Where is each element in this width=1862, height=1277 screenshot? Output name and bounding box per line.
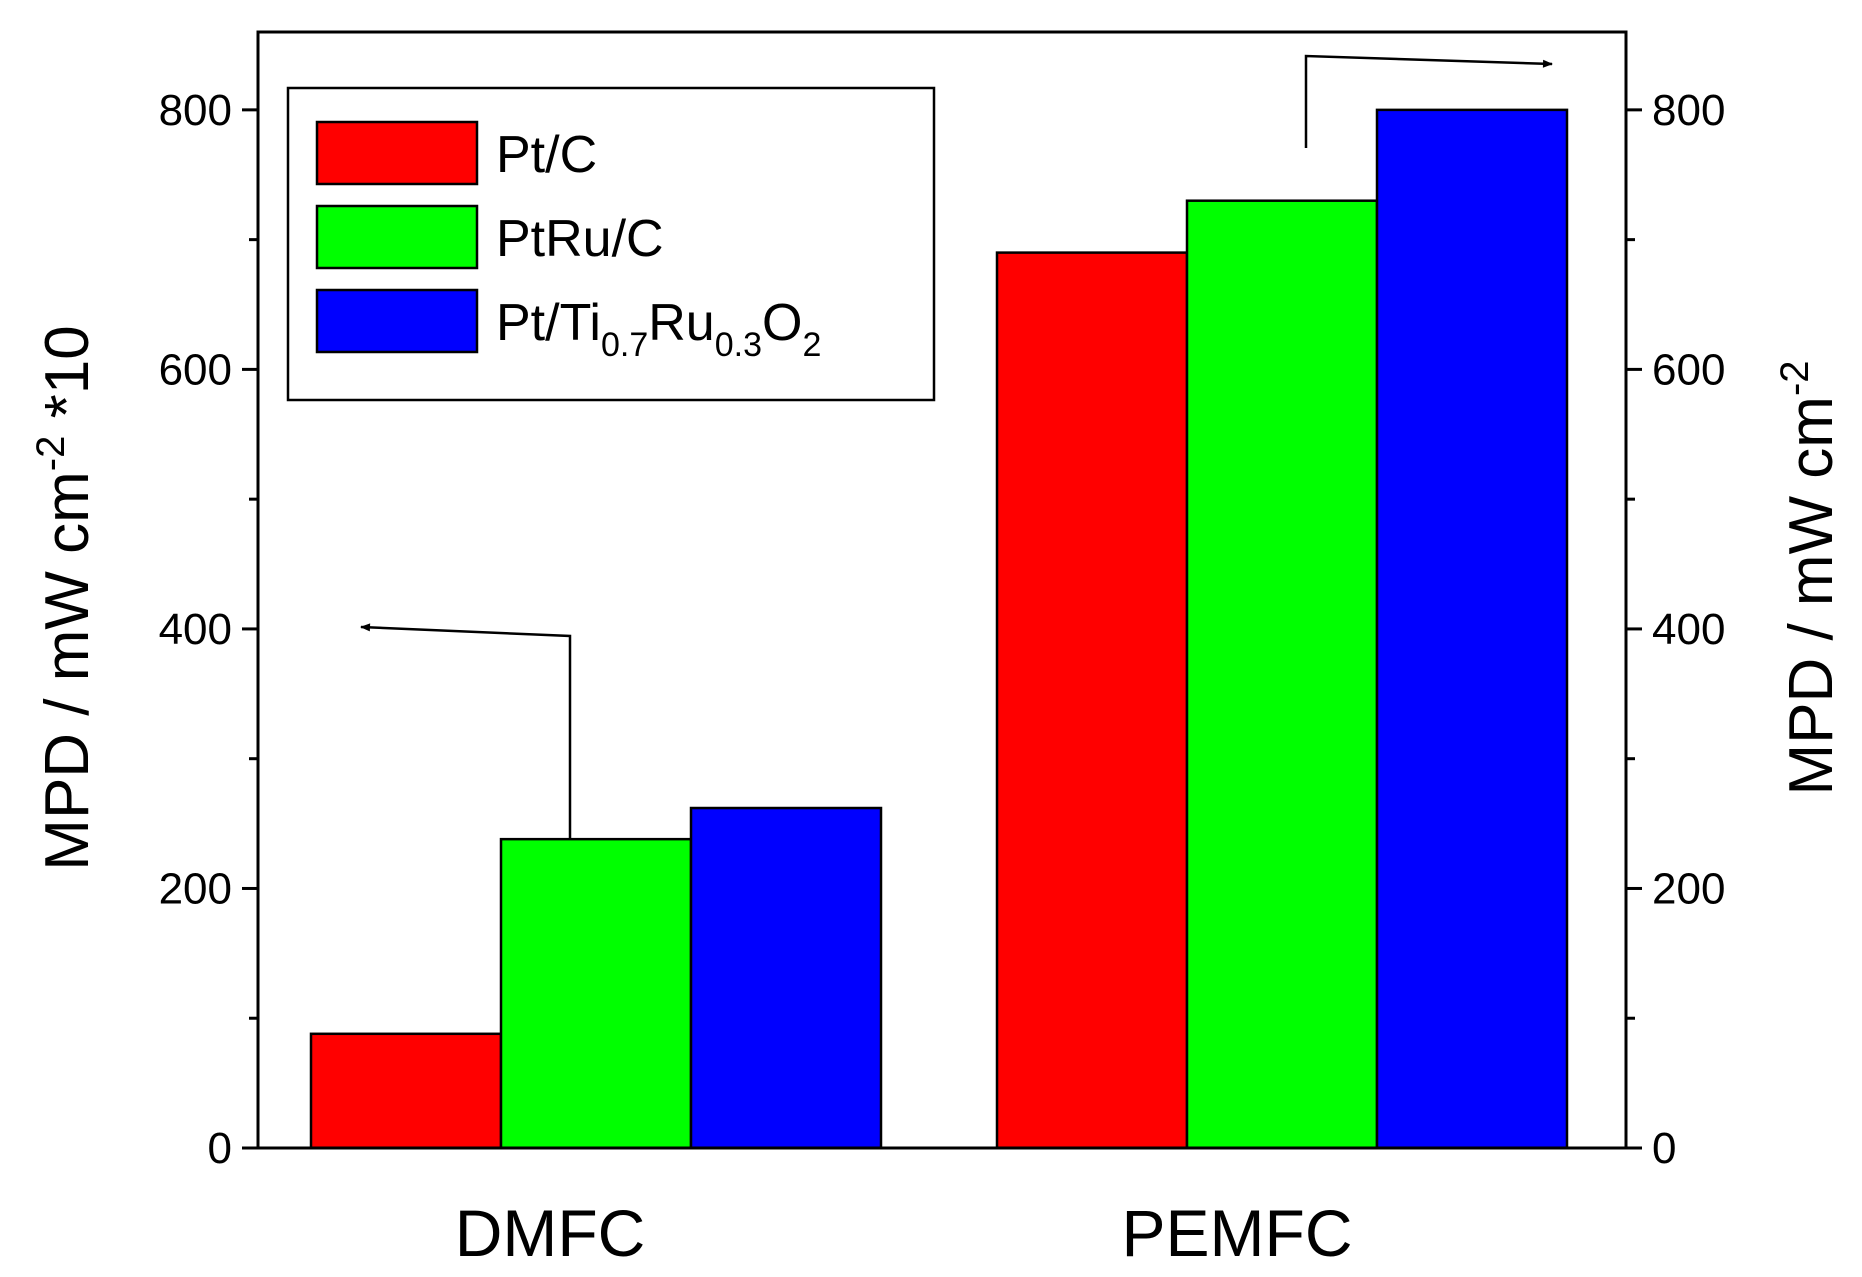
right-tick-label: 0	[1652, 1124, 1676, 1173]
plot-frame	[256, 30, 1628, 1150]
left-tick-label: 600	[159, 345, 232, 394]
legend-swatch-3	[315, 288, 479, 354]
right-tick-label: 800	[1652, 86, 1725, 135]
bar-dmfc-2	[499, 837, 693, 1150]
left-tick-label: 800	[159, 86, 232, 135]
right-tick-label: 600	[1652, 345, 1725, 394]
bars-layer	[309, 108, 1569, 1150]
annotations-layer	[360, 54, 1553, 840]
bar-dmfc-3	[689, 806, 883, 1150]
right-axis-arrow	[1304, 54, 1553, 148]
right-tick-label: 200	[1652, 864, 1725, 913]
left-tick-label: 0	[208, 1124, 232, 1173]
bar-pemfc-1	[995, 251, 1189, 1150]
left-axis-arrow	[360, 623, 572, 840]
bar-pemfc-2	[1185, 199, 1379, 1150]
left-tick-label: 400	[159, 605, 232, 654]
bar-pemfc-3	[1375, 108, 1569, 1150]
legend-label-1: Pt/C	[496, 126, 597, 184]
legend-swatch-2	[315, 204, 479, 270]
bar-dmfc-1	[309, 1032, 503, 1150]
right-tick-label: 400	[1652, 605, 1725, 654]
y-axis-right-title: MPD / mW cm-2	[1773, 360, 1846, 795]
category-label-pemfc: PEMFC	[1122, 1196, 1353, 1270]
legend-label-2: PtRu/C	[496, 210, 664, 268]
legend: Pt/C PtRu/C Pt/Ti0.7Ru0.3O2	[286, 86, 936, 402]
left-tick-label: 200	[159, 864, 232, 913]
category-label-dmfc: DMFC	[455, 1196, 646, 1270]
axes-layer: 0 200 400 600 800 0 200 400 600 800 DMFC PEMFC MPD /…	[29, 30, 1846, 1270]
legend-label-3: Pt/Ti0.7Ru0.3O2	[496, 294, 821, 364]
y-axis-left-title: MPD / mW cm-2 *10	[29, 325, 102, 870]
legend-swatch-1	[315, 120, 479, 186]
